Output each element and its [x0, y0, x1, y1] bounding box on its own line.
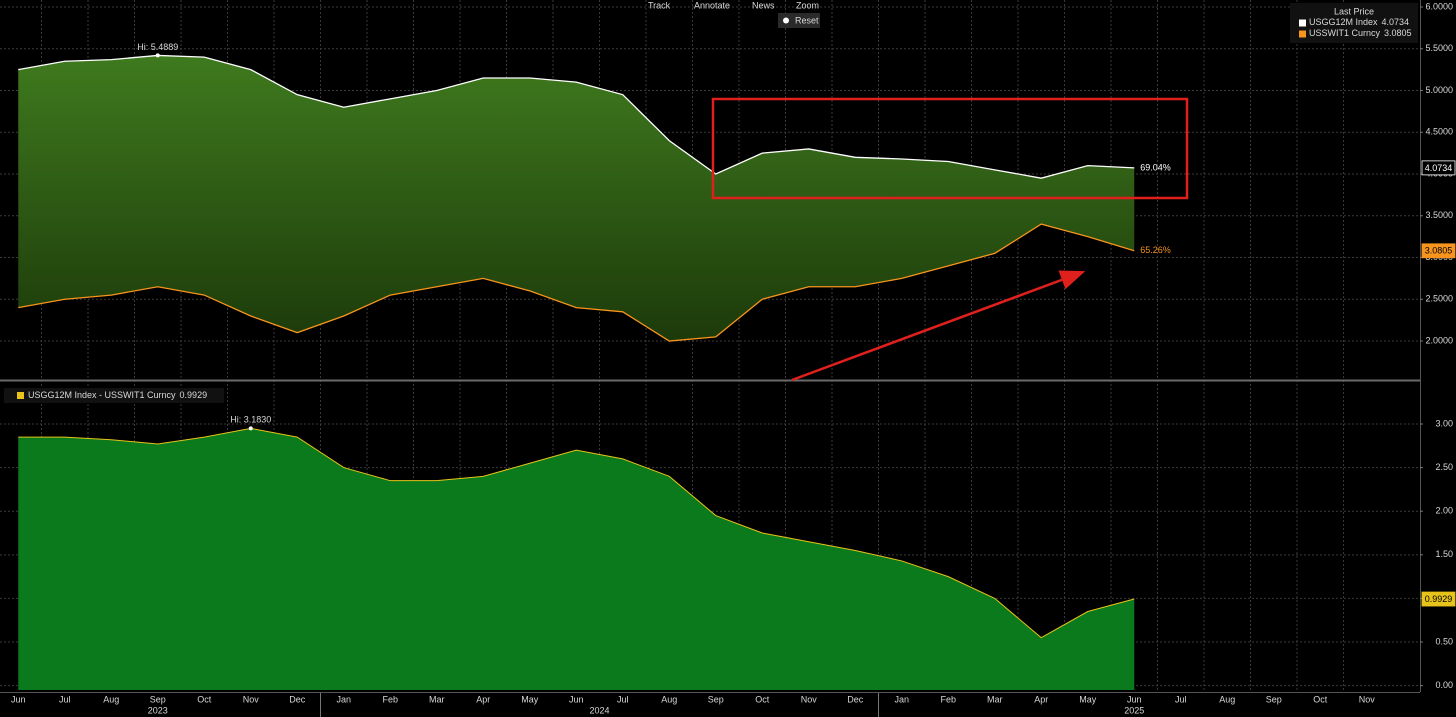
y-tick-label: 4.5000	[1425, 127, 1453, 137]
reset-button[interactable]	[778, 13, 820, 28]
series-line	[18, 427, 1135, 639]
toolbar-item[interactable]: Annotate	[694, 0, 730, 10]
x-year-label: 2024	[589, 705, 609, 715]
y-tick-label: 3.00	[1435, 418, 1453, 428]
x-tick-label: Jun	[569, 694, 584, 704]
legend-name: USGG12M Index	[1309, 17, 1378, 27]
data-layer	[18, 54, 1135, 690]
legend-title: Last Price	[1334, 6, 1374, 16]
trend-arrow	[791, 270, 1086, 382]
toolbar[interactable]: Track Annotate News Zoom Reset	[648, 0, 820, 28]
price-tag-label: 0.9929	[1425, 594, 1453, 604]
x-year-label: 2025	[1124, 705, 1144, 715]
high-marker	[155, 53, 160, 58]
x-tick-label: Oct	[1313, 694, 1328, 704]
price-tag-label: 3.0805	[1425, 246, 1453, 256]
legend-entry: USSWIT1 Curncy 3.0805	[1309, 28, 1412, 38]
price-tag	[1421, 591, 1456, 607]
x-tick-label: Sep	[1266, 694, 1282, 704]
x-tick-label: Sep	[708, 694, 724, 704]
x-tick-label: Feb	[940, 694, 956, 704]
x-tick-label: Mar	[429, 694, 445, 704]
end-label: 65.26%	[1140, 245, 1171, 255]
x-tick-label: Feb	[382, 694, 398, 704]
high-label: Hi: 5.4889	[137, 42, 178, 52]
series-line	[18, 54, 1135, 179]
x-tick-label: Aug	[661, 694, 677, 704]
y-tick-label: 2.00	[1435, 506, 1453, 516]
x-tick-label: Jan	[894, 694, 909, 704]
x-tick-label: Mar	[987, 694, 1003, 704]
x-tick-label: Nov	[1359, 694, 1376, 704]
x-tick-label: Oct	[197, 694, 212, 704]
price-tag-label: 4.0734	[1425, 163, 1453, 173]
x-tick-label: Aug	[1219, 694, 1235, 704]
band-fill	[18, 55, 1135, 342]
legend-value: 0.9929	[180, 390, 208, 400]
x-tick-label: Nov	[801, 694, 818, 704]
area-fill	[18, 428, 1135, 690]
end-label: 69.04%	[1140, 162, 1171, 172]
y-tick-label: 3.5000	[1425, 210, 1453, 220]
high-marker	[248, 426, 253, 431]
y-tick-label: 0.50	[1435, 636, 1453, 646]
x-tick-label: Jul	[617, 694, 629, 704]
x-tick-label: Jul	[59, 694, 71, 704]
series-line	[18, 223, 1135, 342]
y-tick-label: 2.0000	[1425, 335, 1453, 345]
price-tag	[1421, 160, 1456, 176]
price-tag	[1421, 243, 1456, 259]
y-tick-label: 0.00	[1435, 680, 1453, 690]
toolbar-item[interactable]: Zoom	[796, 0, 819, 10]
x-tick-label: May	[1079, 694, 1097, 704]
x-tick-label: Dec	[289, 694, 306, 704]
legend-swatch	[1299, 19, 1306, 27]
legend-name: USGG12M Index - USSWIT1 Curncy	[28, 390, 176, 400]
x-tick-label: Jun	[11, 694, 26, 704]
x-tick-label: Jul	[1175, 694, 1187, 704]
highlight-box	[711, 97, 1189, 200]
legend-value: 3.0805	[1384, 28, 1412, 38]
legend-swatch	[1299, 30, 1306, 38]
x-year-label: 2023	[148, 705, 168, 715]
x-tick-label: May	[521, 694, 539, 704]
x-tick-label: Apr	[476, 694, 490, 704]
reset-icon	[783, 17, 789, 24]
x-tick-label: Dec	[847, 694, 864, 704]
y-tick-label: 2.5000	[1425, 294, 1453, 304]
high-label: Hi: 3.1830	[230, 415, 271, 425]
legend-entry: USGG12M Index - USSWIT1 Curncy 0.9929	[28, 390, 207, 400]
y-tick-label: 2.50	[1435, 462, 1453, 472]
legend-name: USSWIT1 Curncy	[1309, 28, 1381, 38]
x-tick-label: Apr	[1034, 694, 1048, 704]
legend-box	[4, 388, 224, 403]
y-tick-label: 5.0000	[1425, 85, 1453, 95]
reset-label[interactable]: Reset	[795, 15, 819, 25]
y-tick-label: 6.0000	[1425, 1, 1453, 11]
legend-entry: USGG12M Index 4.0734	[1309, 17, 1409, 27]
overlay: 2.00002.50003.00003.50004.00004.50005.00…	[4, 1, 1456, 717]
legend-box	[1290, 3, 1418, 43]
x-tick-label: Nov	[243, 694, 260, 704]
x-tick-label: Jun	[1127, 694, 1142, 704]
x-tick-label: Sep	[150, 694, 166, 704]
legend-swatch	[17, 392, 24, 399]
toolbar-item[interactable]: News	[752, 0, 775, 10]
x-tick-label: Aug	[103, 694, 119, 704]
x-tick-label: Jan	[336, 694, 351, 704]
legend-value: 4.0734	[1382, 17, 1410, 27]
y-tick-label: 1.50	[1435, 549, 1453, 559]
y-tick-label: 5.5000	[1425, 43, 1453, 53]
x-tick-label: Oct	[755, 694, 770, 704]
toolbar-item[interactable]: Track	[648, 0, 671, 10]
